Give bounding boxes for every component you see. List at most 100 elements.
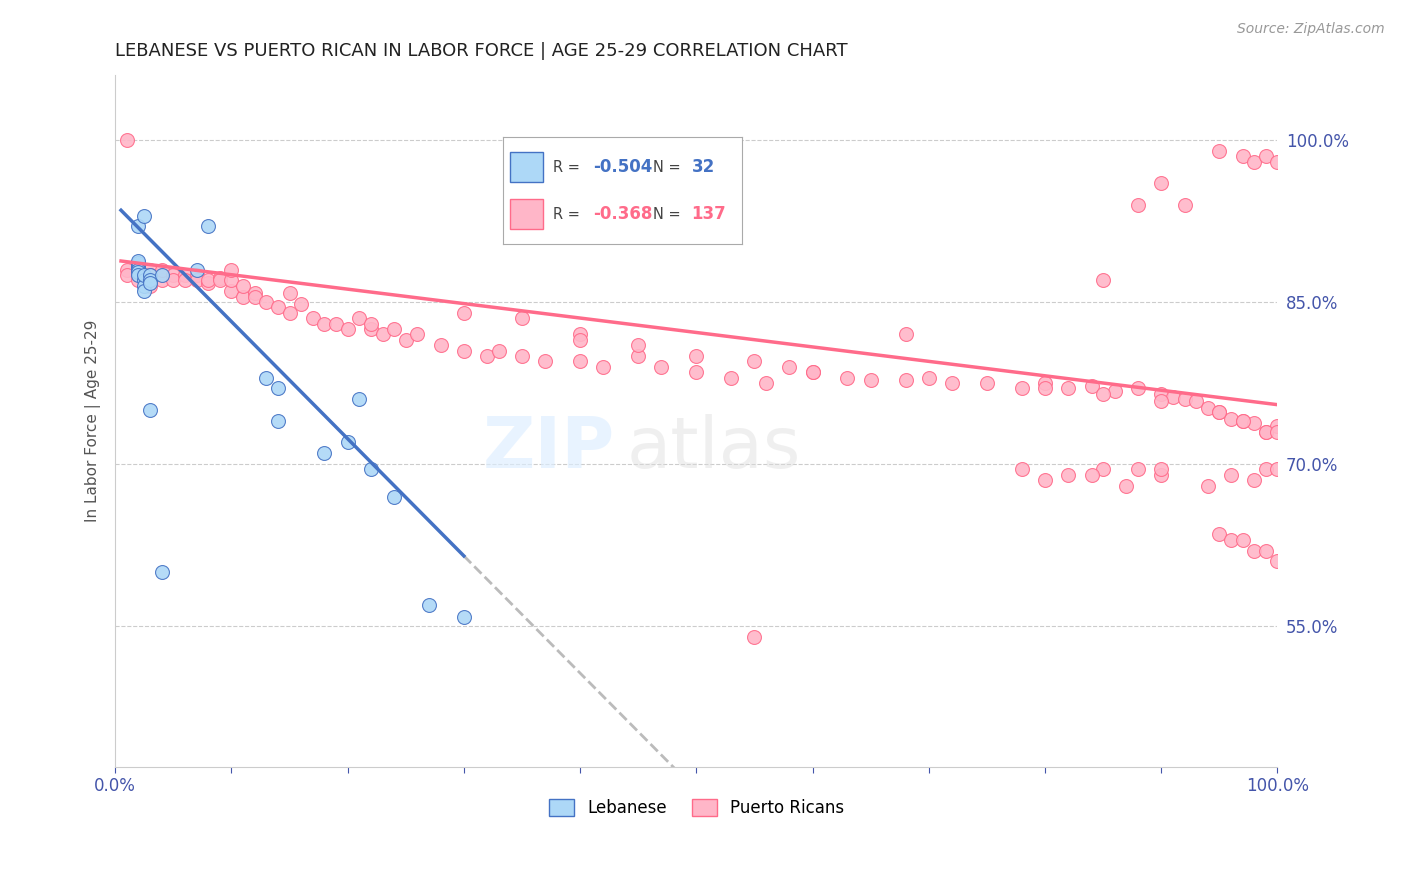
Point bbox=[685, 349, 707, 363]
Point bbox=[1161, 390, 1184, 404]
Point bbox=[186, 273, 208, 287]
Point bbox=[685, 365, 707, 379]
Point bbox=[278, 306, 301, 320]
Point bbox=[453, 610, 475, 624]
Text: Source: ZipAtlas.com: Source: ZipAtlas.com bbox=[1237, 22, 1385, 37]
Point bbox=[127, 254, 149, 268]
Point bbox=[1185, 394, 1208, 409]
Point bbox=[1208, 144, 1230, 158]
Point bbox=[127, 219, 149, 234]
Point bbox=[720, 370, 742, 384]
Point bbox=[1033, 376, 1056, 390]
Point bbox=[1057, 382, 1080, 396]
Text: atlas: atlas bbox=[627, 414, 801, 483]
Point bbox=[127, 260, 149, 275]
Point bbox=[267, 414, 290, 428]
Point bbox=[453, 343, 475, 358]
Text: R =: R = bbox=[553, 160, 579, 175]
Point bbox=[569, 354, 592, 368]
Point bbox=[1057, 467, 1080, 482]
Point bbox=[1104, 384, 1126, 398]
Point bbox=[1011, 462, 1033, 476]
Point bbox=[976, 376, 998, 390]
Point bbox=[197, 276, 219, 290]
Point bbox=[197, 273, 219, 287]
Point bbox=[1220, 467, 1243, 482]
Point bbox=[186, 268, 208, 282]
Point bbox=[221, 262, 243, 277]
Point bbox=[139, 403, 162, 417]
Point bbox=[139, 268, 162, 282]
Point bbox=[1243, 543, 1265, 558]
Point bbox=[127, 258, 149, 272]
Point bbox=[150, 262, 173, 277]
Point bbox=[134, 278, 156, 293]
Point bbox=[1232, 149, 1254, 163]
Point bbox=[744, 354, 766, 368]
Text: -0.368: -0.368 bbox=[593, 205, 652, 223]
Point bbox=[314, 446, 336, 460]
Point bbox=[371, 327, 394, 342]
FancyBboxPatch shape bbox=[510, 153, 543, 182]
Point bbox=[127, 256, 149, 270]
Point bbox=[127, 262, 149, 277]
Text: R =: R = bbox=[553, 207, 579, 222]
Point bbox=[1197, 401, 1219, 415]
Point bbox=[127, 262, 149, 277]
Point bbox=[360, 317, 382, 331]
Point bbox=[627, 338, 650, 352]
Text: N =: N = bbox=[654, 207, 681, 222]
Point bbox=[510, 349, 533, 363]
Text: LEBANESE VS PUERTO RICAN IN LABOR FORCE | AGE 25-29 CORRELATION CHART: LEBANESE VS PUERTO RICAN IN LABOR FORCE … bbox=[115, 42, 848, 60]
Point bbox=[382, 322, 405, 336]
Point bbox=[859, 373, 882, 387]
Point bbox=[1232, 414, 1254, 428]
Point bbox=[1267, 425, 1289, 439]
Point bbox=[1197, 479, 1219, 493]
Point bbox=[1243, 416, 1265, 430]
Point bbox=[406, 327, 429, 342]
Point bbox=[1150, 462, 1173, 476]
Point bbox=[569, 333, 592, 347]
Point bbox=[267, 382, 290, 396]
Point bbox=[418, 598, 440, 612]
Legend: Lebanese, Puerto Ricans: Lebanese, Puerto Ricans bbox=[541, 792, 851, 824]
Point bbox=[254, 370, 277, 384]
Point bbox=[349, 311, 371, 326]
Point bbox=[1243, 473, 1265, 487]
Point bbox=[186, 262, 208, 277]
Point bbox=[127, 262, 149, 277]
Point bbox=[1208, 405, 1230, 419]
Point bbox=[1254, 462, 1277, 476]
Point bbox=[894, 327, 917, 342]
Point bbox=[1243, 154, 1265, 169]
Point bbox=[221, 285, 243, 299]
Point bbox=[801, 365, 824, 379]
Point bbox=[139, 276, 162, 290]
Point bbox=[290, 297, 312, 311]
Point bbox=[134, 273, 156, 287]
Point bbox=[150, 268, 173, 282]
Point bbox=[325, 317, 347, 331]
Point bbox=[139, 262, 162, 277]
Point bbox=[1150, 394, 1173, 409]
Point bbox=[941, 376, 963, 390]
Point bbox=[208, 271, 231, 285]
Point bbox=[232, 290, 254, 304]
Point bbox=[1254, 149, 1277, 163]
Point bbox=[243, 290, 266, 304]
Point bbox=[475, 349, 498, 363]
Point bbox=[360, 322, 382, 336]
Point bbox=[1254, 543, 1277, 558]
Point bbox=[744, 630, 766, 644]
Point bbox=[1126, 462, 1149, 476]
Point bbox=[150, 273, 173, 287]
Point bbox=[755, 376, 778, 390]
Point bbox=[254, 295, 277, 310]
Point bbox=[778, 359, 800, 374]
Point bbox=[1011, 382, 1033, 396]
Y-axis label: In Labor Force | Age 25-29: In Labor Force | Age 25-29 bbox=[86, 319, 101, 522]
Point bbox=[134, 209, 156, 223]
Point bbox=[134, 268, 156, 282]
Point bbox=[1033, 473, 1056, 487]
